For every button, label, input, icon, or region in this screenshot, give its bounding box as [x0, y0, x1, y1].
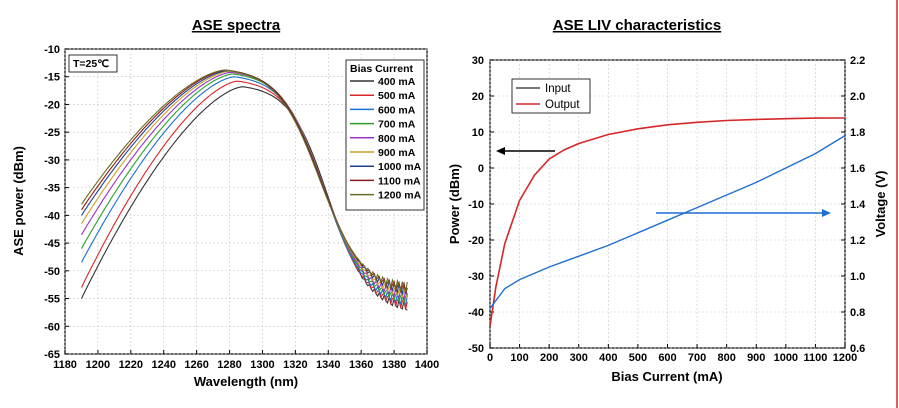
left-x-tick-label: 1280: [217, 359, 241, 371]
left-legend-label: 900 mA: [378, 147, 416, 159]
right-chart-title: ASE LIV characteristics: [553, 17, 721, 34]
left-x-axis-label: Wavelength (nm): [194, 374, 298, 389]
right-y2-tick-label: 1.4: [850, 199, 866, 211]
left-y-tick-label: -65: [44, 349, 60, 361]
right-x-tick-label: 300: [570, 352, 588, 364]
left-y-tick-label: -35: [44, 183, 60, 195]
left-y-tick-label: -30: [44, 155, 60, 167]
ase-series-800-ma: [81, 71, 408, 301]
right-y2-tick-label: 2.0: [850, 91, 865, 103]
right-y2-tick-label: 0.6: [850, 343, 865, 355]
right-y-tick-label: -50: [468, 343, 484, 355]
left-y-tick-label: -10: [44, 44, 60, 56]
right-y-tick-label: 10: [472, 127, 484, 139]
right-legend: Input Output: [511, 78, 591, 114]
left-y-tick-label: -45: [44, 238, 60, 250]
left-x-tick-label: 1360: [349, 359, 373, 371]
legend-input-label: Input: [545, 83, 571, 95]
power-axis-arrow: [496, 147, 555, 155]
right-y2-tick-label: 1.8: [850, 127, 865, 139]
right-y2-axis-label: Voltage (V): [873, 171, 888, 238]
right-y-tick-label: -10: [468, 199, 484, 211]
left-legend-label: 800 mA: [378, 133, 416, 145]
right-y2-tick-label: 1.6: [850, 163, 865, 175]
left-tick-labels: 1180 1200 1220 1240 1260 1280 1300 1320 1340 1360…: [44, 44, 439, 371]
ase-series-700-ma: [81, 73, 408, 304]
left-x-tick-label: 1200: [86, 359, 110, 371]
ase-series-500-ma: [81, 80, 408, 310]
right-x-tick-label: 500: [629, 352, 647, 364]
left-legend-label: 1100 mA: [378, 175, 421, 187]
right-x-tick-label: 800: [717, 352, 735, 364]
right-y-axis-label: Power (dBm): [447, 164, 462, 244]
left-y-tick-label: -40: [44, 210, 60, 222]
left-x-tick-label: 1340: [316, 359, 340, 371]
left-x-tick-label: 1180: [53, 359, 77, 371]
left-x-tick-label: 1320: [283, 359, 307, 371]
right-series-lines: [489, 117, 846, 327]
right-grid: [489, 59, 846, 349]
left-legend-label: 1200 mA: [378, 190, 422, 202]
left-x-tick-label: 1380: [382, 359, 406, 371]
left-legend-title: Bias Current: [350, 63, 414, 75]
right-y-tick-label: 0: [478, 163, 484, 175]
right-y-tick-label: 20: [472, 91, 484, 103]
left-legend-box: [345, 59, 425, 211]
right-y2-tick-label: 0.8: [850, 307, 865, 319]
right-x-tick-label: 600: [658, 352, 676, 364]
left-legend: Bias Current 400 mA 500 mA 600 mA 700 mA 800…: [345, 59, 425, 211]
left-legend-label: 600 mA: [378, 104, 416, 116]
left-legend-label: 700 mA: [378, 119, 416, 131]
right-x-tick-label: 200: [540, 352, 558, 364]
right-y2-tick-label: 2.2: [850, 55, 865, 67]
output-power-line: [489, 117, 846, 327]
right-x-tick-label: 100: [510, 352, 528, 364]
ase-spectra-chart: ASE spectra 1180 1200 1220 1240 1260 1280 1300…: [11, 17, 439, 389]
right-legend-box: [511, 78, 591, 114]
right-y-tick-label: 30: [472, 55, 484, 67]
temperature-annotation-box: [68, 54, 118, 73]
right-tick-labels: 0 100 200 300 400 500 600 700 800 900 1000 1100 1200…: [468, 55, 866, 364]
right-x-tick-label: 900: [747, 352, 765, 364]
voltage-line: [489, 135, 846, 309]
voltage-axis-arrow: [656, 209, 831, 217]
left-y-tick-label: -50: [44, 266, 60, 278]
legend-output-label: Output: [545, 99, 580, 111]
right-x-tick-label: 0: [487, 352, 493, 364]
left-y-tick-label: -15: [44, 72, 60, 84]
left-legend-label: 500 mA: [378, 90, 416, 102]
right-x-tick-label: 1100: [803, 352, 827, 364]
left-y-tick-label: -20: [44, 99, 60, 111]
right-y-tick-label: -20: [468, 235, 484, 247]
right-y2-tick-label: 1.0: [850, 271, 865, 283]
right-x-tick-label: 400: [599, 352, 617, 364]
right-x-tick-label: 1000: [774, 352, 798, 364]
right-y-tick-label: -40: [468, 307, 484, 319]
left-y-axis-label: ASE power (dBm): [11, 146, 26, 256]
left-chart-title: ASE spectra: [192, 17, 281, 34]
left-x-tick-label: 1300: [250, 359, 274, 371]
left-x-tick-label: 1240: [151, 359, 175, 371]
left-legend-items: 400 mA 500 mA 600 mA 700 mA 800 mA 900 mA 1000…: [350, 76, 422, 202]
right-y2-tick-label: 1.2: [850, 235, 865, 247]
ase-series-1200-ma: [81, 69, 408, 293]
left-y-tick-label: -60: [44, 321, 60, 333]
ase-liv-chart: ASE LIV characteristics 0 100 200 300 400 500…: [447, 17, 888, 384]
left-legend-label: 1000 mA: [378, 161, 422, 173]
left-y-tick-label: -25: [44, 127, 60, 139]
right-x-tick-label: 700: [688, 352, 706, 364]
temperature-annotation: T=25℃: [73, 58, 109, 70]
right-y-tick-label: -30: [468, 271, 484, 283]
left-x-tick-label: 1220: [119, 359, 143, 371]
right-x-tick-label: 1200: [833, 352, 857, 364]
left-x-tick-label: 1400: [415, 359, 439, 371]
ase-series-600-ma: [81, 76, 408, 307]
left-series-lines: [81, 69, 408, 311]
left-y-tick-label: -55: [44, 294, 60, 306]
right-x-axis-label: Bias Current (mA): [611, 369, 722, 384]
left-legend-label: 400 mA: [378, 76, 416, 88]
left-x-tick-label: 1260: [184, 359, 208, 371]
